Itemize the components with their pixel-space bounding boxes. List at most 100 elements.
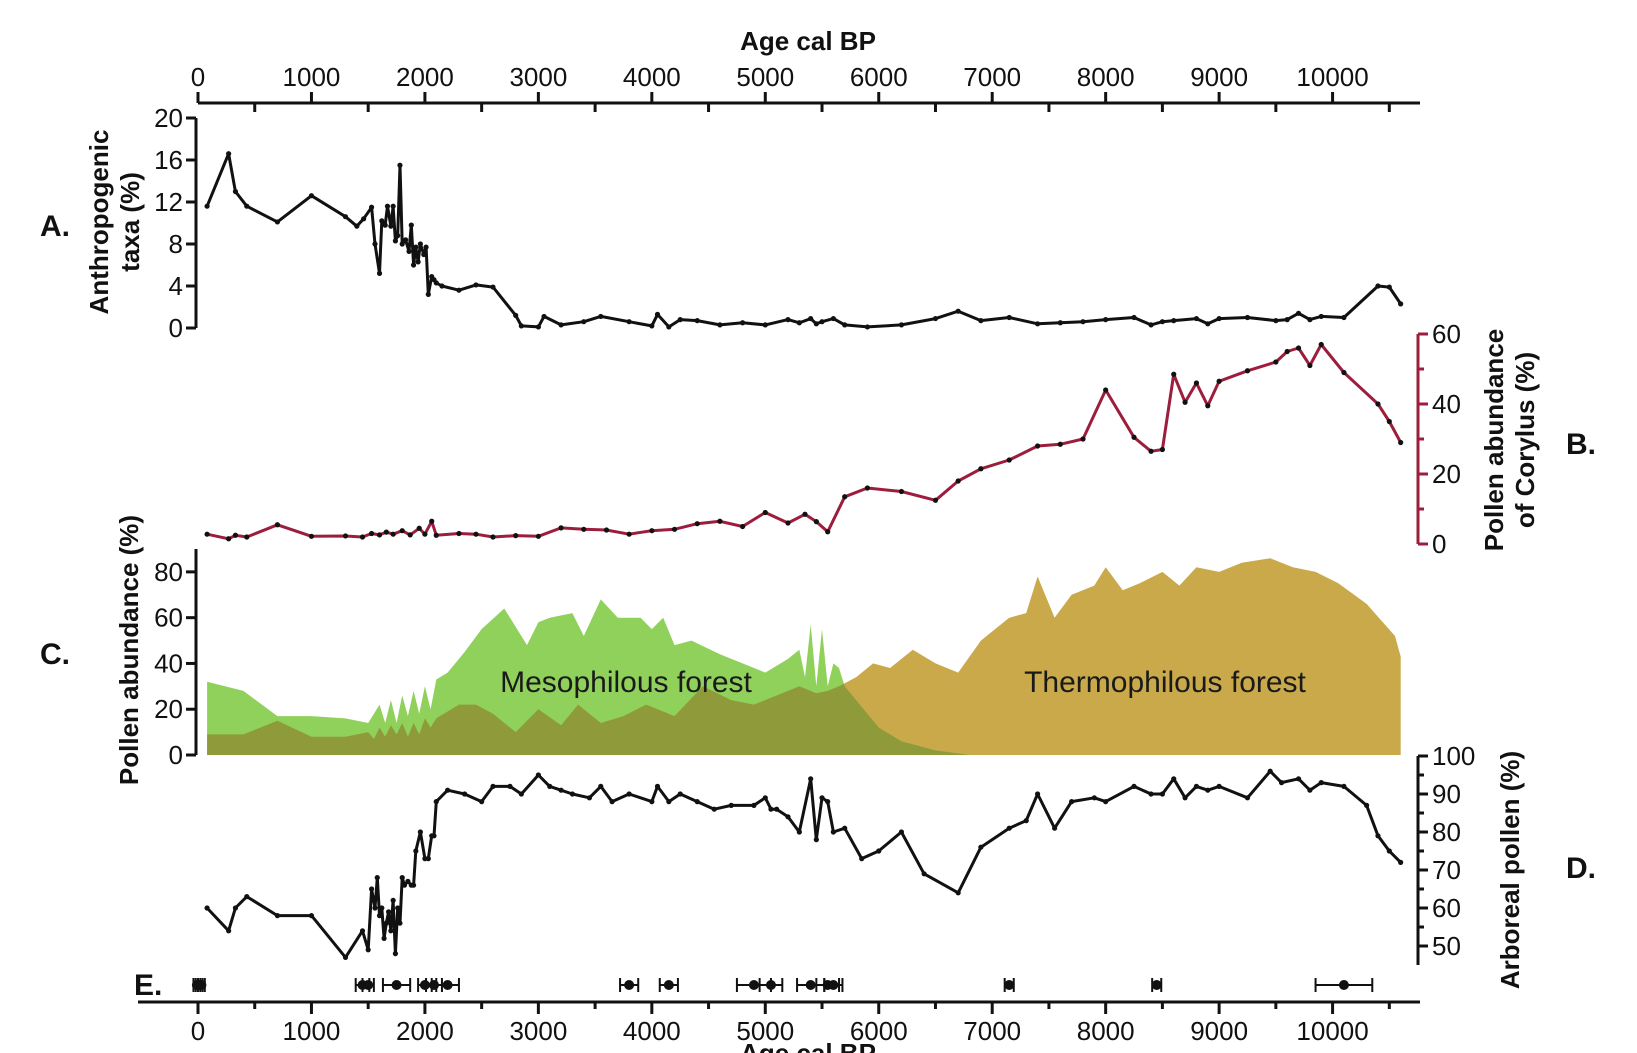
bottom-tick-label: 0 <box>191 1016 205 1046</box>
arboreal-point <box>342 954 349 961</box>
anthropogenic-point <box>739 320 746 326</box>
corylus-point <box>813 519 819 525</box>
anthropogenic-point <box>413 244 419 250</box>
arboreal-point <box>410 882 417 888</box>
corylus-point <box>671 526 678 532</box>
anthropogenic-point <box>226 151 232 157</box>
corylus-point <box>1006 457 1012 463</box>
date-point <box>765 980 776 990</box>
anthropogenic-point <box>342 214 349 220</box>
arboreal-point <box>830 829 836 835</box>
anthropogenic-point <box>785 317 791 323</box>
top-tick-label: 1000 <box>283 62 341 92</box>
anthropogenic-point <box>1159 319 1165 325</box>
arboreal-point <box>808 776 814 782</box>
bottom-tick-label: 3000 <box>509 1016 567 1046</box>
arboreal-point <box>728 802 734 809</box>
corylus-point <box>1057 441 1063 447</box>
arboreal-point <box>386 909 392 915</box>
arboreal-point <box>1193 783 1200 790</box>
bottom-tick-label: 6000 <box>850 1016 908 1046</box>
anthropogenic-point <box>694 318 700 324</box>
corylus-point <box>513 533 519 539</box>
anthropogenic-point <box>1193 315 1200 322</box>
corylus-point <box>473 531 479 537</box>
anthropogenic-point <box>558 322 564 328</box>
panel-b-y-tick-label: 0 <box>1432 529 1446 559</box>
anthropogenic-point <box>1057 320 1063 326</box>
arboreal-point <box>374 875 380 881</box>
anthropogenic-point <box>361 216 367 222</box>
arboreal-point <box>1318 780 1324 786</box>
anthropogenic-point <box>423 244 429 250</box>
anthropogenic-point <box>382 222 388 228</box>
panel-c-y-tick-label: 20 <box>154 694 183 724</box>
corylus-point <box>558 525 564 531</box>
anthropogenic-point <box>1216 315 1222 322</box>
arboreal-point <box>388 928 394 934</box>
arboreal-point <box>401 882 408 888</box>
anthropogenic-point <box>955 308 961 314</box>
arboreal-point <box>649 799 655 805</box>
anthropogenic-point <box>388 223 394 229</box>
arboreal-point <box>921 871 927 877</box>
corylus-point <box>603 527 610 533</box>
corylus-point <box>244 534 250 540</box>
anthropogenic-point <box>439 283 445 289</box>
arboreal-point <box>819 795 825 801</box>
anthropogenic-point <box>1307 317 1313 323</box>
panel-b-y-tick-label: 60 <box>1432 319 1461 349</box>
date-point <box>805 980 816 990</box>
bottom-tick-label: 1000 <box>283 1016 341 1046</box>
arboreal-point <box>955 890 961 896</box>
arboreal-point <box>1148 791 1154 797</box>
arboreal-point <box>274 913 281 919</box>
arboreal-point <box>359 928 366 934</box>
arboreal-point <box>842 825 848 831</box>
arboreal-point <box>558 787 564 793</box>
corylus-point <box>1080 436 1086 442</box>
arboreal-point <box>535 772 541 778</box>
anthropogenic-point <box>1006 314 1012 321</box>
arboreal-point <box>978 844 984 850</box>
corylus-point <box>1159 446 1165 453</box>
panel-d-y-tick-label: 100 <box>1432 741 1475 771</box>
anthropogenic-point <box>232 188 239 195</box>
arboreal-point <box>1244 795 1251 801</box>
panel-a-y-tick-label: 12 <box>154 187 183 217</box>
corylus-point <box>1244 368 1251 374</box>
corylus-point <box>1103 387 1109 393</box>
arboreal-point <box>425 856 431 862</box>
date-point <box>419 980 430 990</box>
arboreal-point <box>405 878 411 885</box>
arboreal-point <box>381 935 387 942</box>
arboreal-point <box>390 897 396 904</box>
corylus-point <box>762 509 768 516</box>
corylus-point <box>204 531 210 537</box>
arboreal-point <box>569 791 576 797</box>
arboreal-point <box>244 894 250 900</box>
anthropogenic-line <box>205 152 1402 329</box>
anthropogenic-point <box>403 237 409 243</box>
corylus-point <box>1273 359 1279 365</box>
corylus-point <box>390 531 396 537</box>
arboreal-point <box>1103 799 1109 805</box>
arboreal-point <box>1307 787 1313 793</box>
top-tick-label: 2000 <box>396 62 454 92</box>
corylus-point <box>226 536 232 542</box>
corylus-point <box>717 518 723 524</box>
arboreal-point <box>1034 791 1041 797</box>
corylus-point <box>383 529 389 535</box>
anthropogenic-point <box>518 323 524 329</box>
panel-d-y-tick-label: 60 <box>1432 893 1461 923</box>
anthropogenic-point <box>1398 301 1404 307</box>
corylus-point <box>785 520 791 526</box>
arboreal-point <box>372 905 378 911</box>
arboreal-point <box>1398 859 1404 866</box>
anthropogenic-point <box>368 204 375 210</box>
corylus-point <box>1295 345 1302 351</box>
thermophilous-label: Thermophilous forest <box>1024 666 1306 699</box>
top-tick-label: 0 <box>191 62 205 92</box>
arboreal-point <box>1267 768 1273 774</box>
arboreal-point <box>1375 833 1381 839</box>
